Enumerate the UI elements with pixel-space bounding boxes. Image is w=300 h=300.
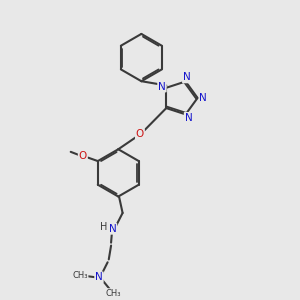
Text: CH₃: CH₃ bbox=[105, 289, 121, 298]
Text: O: O bbox=[136, 129, 144, 139]
Text: O: O bbox=[79, 151, 87, 161]
Text: N: N bbox=[184, 113, 192, 123]
Text: N: N bbox=[158, 82, 166, 92]
Text: N: N bbox=[200, 93, 207, 103]
Text: N: N bbox=[95, 272, 103, 282]
Text: N: N bbox=[183, 72, 190, 82]
Text: H: H bbox=[100, 221, 108, 232]
Text: CH₃: CH₃ bbox=[73, 271, 88, 280]
Text: N: N bbox=[109, 224, 116, 234]
